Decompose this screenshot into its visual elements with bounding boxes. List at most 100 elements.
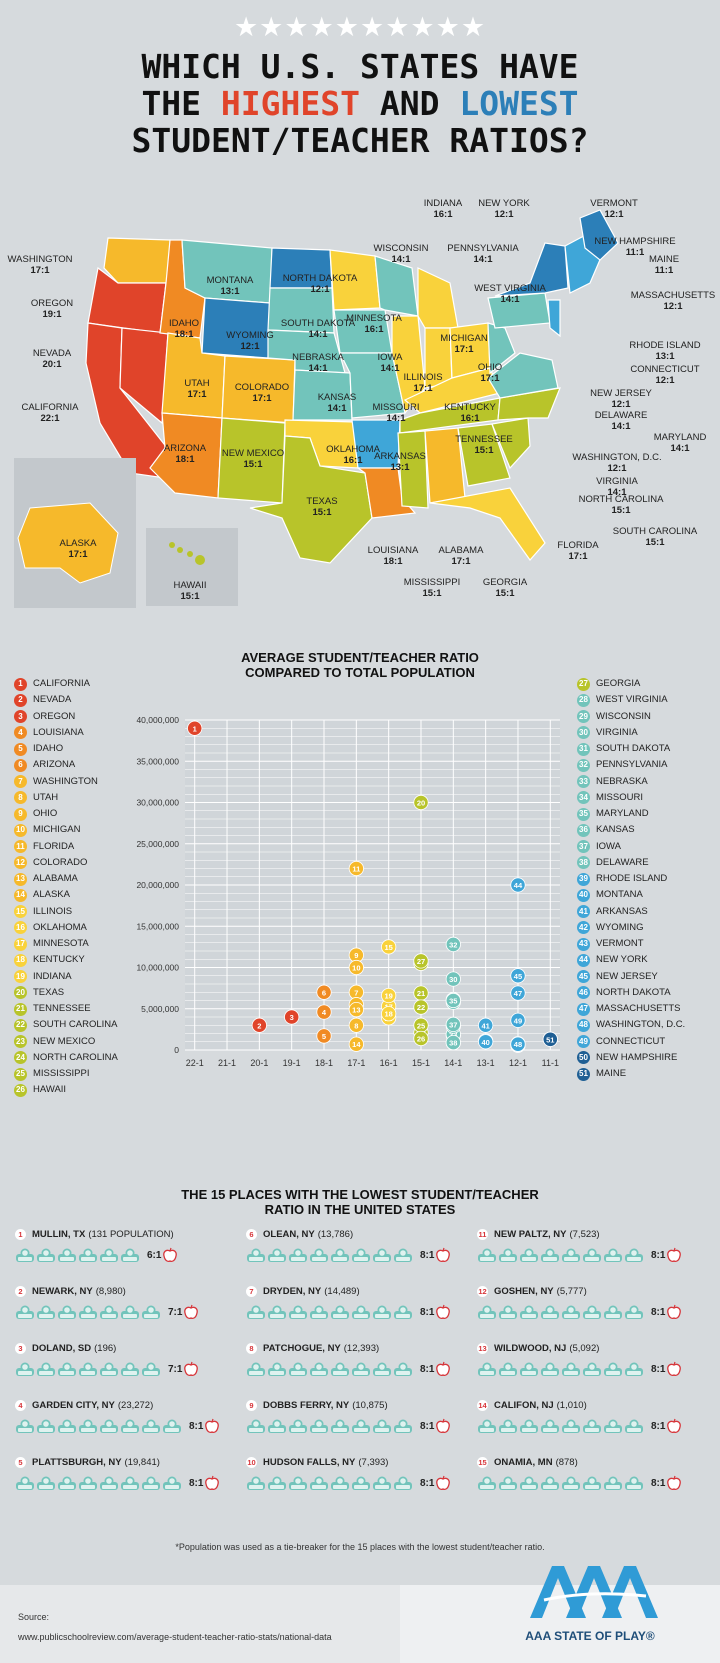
y-tick-label: 10,000,000 — [136, 963, 179, 973]
map-label-alaska: ALASKA 17:1 — [59, 538, 97, 560]
legend-label: FLORIDA — [33, 840, 75, 852]
legend-number: 50 — [577, 1051, 590, 1065]
x-tick-label: 17-1 — [347, 1058, 365, 1068]
legend-number: 3 — [14, 710, 27, 724]
x-tick-label: 21-1 — [218, 1058, 236, 1068]
y-tick-label: 20,000,000 — [136, 880, 179, 890]
data-point-label: 26 — [417, 1034, 425, 1043]
student-icon — [79, 1305, 97, 1319]
us-map — [14, 209, 619, 608]
legend-number: 9 — [14, 807, 27, 821]
data-point — [348, 1036, 364, 1052]
student-icon — [499, 1248, 517, 1262]
place-name: NEW PALTZ, NY — [494, 1229, 567, 1240]
scatter-chart: 22-1 21-1 20-1 19-1 18-1 17-1 16-1 15-1 14-1 13-1… — [136, 715, 560, 1068]
place-name: OLEAN, NY — [263, 1229, 315, 1240]
place-item: 4 GARDEN CITY, NY (23,272) 8:1 — [15, 1400, 235, 1460]
legend-number: 7 — [14, 775, 27, 789]
student-icon — [352, 1305, 370, 1319]
state-louisiana — [356, 467, 417, 519]
legend-number: 10 — [14, 823, 27, 837]
y-tick-label: 5,000,000 — [141, 1004, 179, 1014]
place-item: 9 DOBBS FERRY, NY (10,875) 8:1 — [246, 1400, 466, 1460]
legend-number: 43 — [577, 937, 590, 951]
place-population: (878) — [555, 1457, 578, 1468]
place-name: GOSHEN, NY — [494, 1286, 554, 1297]
state-new-jersey — [547, 299, 561, 338]
map-label-illinois: ILLINOIS 17:1 — [403, 372, 443, 394]
students-row: 8:1 — [15, 1475, 220, 1491]
legend-label: GEORGIA — [596, 678, 641, 689]
students-row: 7:1 — [15, 1361, 199, 1377]
student-icon — [583, 1362, 601, 1376]
data-point-label: 4 — [322, 1008, 327, 1017]
legend-item: 49 CONNECTICUT — [577, 1034, 685, 1050]
legend-item: 1 CALIFORNIA — [14, 676, 118, 692]
student-icon — [625, 1476, 643, 1490]
data-point — [348, 959, 364, 976]
place-item: 14 CALIFON, NJ (1,010) 8:1 — [477, 1400, 697, 1460]
map-label-mississippi: MISSISSIPPI 15:1 — [403, 577, 461, 599]
state-south-carolina — [491, 417, 531, 470]
student-icon — [373, 1362, 391, 1376]
student-icon — [352, 1248, 370, 1262]
footer-panel — [0, 1585, 720, 1663]
data-point-label: 30 — [449, 975, 457, 984]
place-ratio: 8:1 — [420, 1477, 435, 1489]
legend-label: WYOMING — [596, 921, 644, 933]
map-label-new-york: NEW YORK 12:1 — [478, 198, 530, 220]
data-point-label: 48 — [514, 1040, 522, 1049]
y-tick-label: 25,000,000 — [136, 839, 179, 849]
student-icon — [604, 1362, 622, 1376]
student-icon — [268, 1419, 286, 1433]
place-header: 1 MULLIN, TX (131 POPULATION) — [15, 1229, 235, 1240]
map-label-wisconsin: WISCONSIN 14:1 — [373, 243, 429, 265]
place-header: 6 OLEAN, NY (13,786) — [246, 1229, 466, 1240]
legend-item: 47 MASSACHUSETTS — [577, 1001, 685, 1017]
legend-item: 25 MISSISSIPPI — [14, 1066, 118, 1082]
data-point — [478, 1034, 494, 1050]
student-icon — [58, 1476, 76, 1490]
place-name: HUDSON FALLS, NY — [263, 1457, 356, 1468]
student-icon — [79, 1362, 97, 1376]
student-icon — [331, 1419, 349, 1433]
map-label-maryland: MARYLAND 14:1 — [653, 432, 707, 454]
place-rank: 8 — [246, 1343, 257, 1354]
map-label-hawaii: HAWAII 15:1 — [173, 580, 207, 602]
map-label-texas: TEXAS 15:1 — [306, 496, 338, 518]
map-label-missouri: MISSOURI 14:1 — [372, 402, 420, 424]
student-icon — [247, 1362, 265, 1376]
map-label-pennsylvania: PENNSYLVANIA 14:1 — [447, 243, 519, 265]
student-icon — [100, 1362, 118, 1376]
map-label-arkansas: ARKANSAS 13:1 — [374, 451, 426, 473]
place-population: (7,393) — [358, 1457, 389, 1468]
place-rank: 5 — [15, 1457, 26, 1468]
student-icon — [331, 1476, 349, 1490]
data-point-label: 2 — [257, 1021, 261, 1030]
student-icon — [373, 1305, 391, 1319]
data-point — [284, 1009, 300, 1025]
data-point — [316, 1004, 332, 1020]
apple-icon — [205, 1418, 220, 1433]
map-label-florida: FLORIDA 17:1 — [557, 540, 599, 562]
legend-number: 44 — [577, 953, 590, 967]
source-label: Source: — [18, 1612, 50, 1622]
source-url[interactable]: www.publicschoolreview.com/average-stude… — [18, 1632, 332, 1642]
student-icon — [562, 1362, 580, 1376]
place-ratio: 8:1 — [420, 1363, 435, 1375]
legend-number: 24 — [14, 1051, 27, 1065]
apple-icon — [184, 1304, 199, 1319]
apple-icon — [436, 1475, 451, 1490]
places-title: THE 15 PLACES WITH THE LOWEST STUDENT/TE… — [181, 1187, 539, 1217]
legend-item: 34 MISSOURI — [577, 790, 685, 806]
place-population: (14,489) — [324, 1286, 360, 1297]
apple-icon — [667, 1475, 682, 1490]
data-point — [510, 968, 526, 984]
brand-logo-mark — [530, 1566, 658, 1618]
place-ratio: 6:1 — [147, 1249, 162, 1261]
student-icon — [16, 1476, 34, 1490]
student-icon — [268, 1248, 286, 1262]
data-point-label: 32 — [449, 940, 457, 949]
place-item: 5 PLATTSBURGH, NY (19,841) 8:1 — [15, 1457, 235, 1517]
legend-number: 2 — [14, 693, 27, 707]
